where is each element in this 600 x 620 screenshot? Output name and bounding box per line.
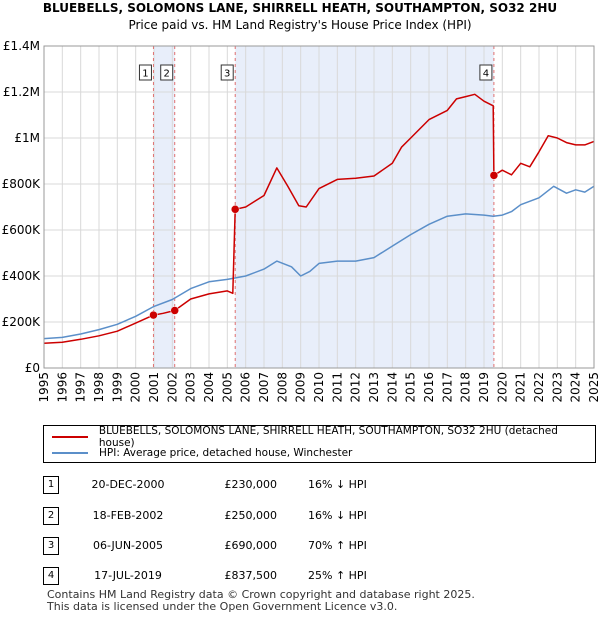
- shaded-range: [153, 46, 175, 368]
- sale-label: 1: [142, 69, 148, 80]
- x-tick-label: 2012: [349, 372, 363, 403]
- x-tick-label: 2016: [422, 372, 436, 403]
- sale-number: 1: [43, 476, 59, 494]
- x-tick-label: 2000: [129, 372, 143, 403]
- sale-label-box: [479, 64, 493, 81]
- y-tick-label: £800K: [2, 177, 42, 191]
- x-tick-label: 2003: [184, 372, 198, 403]
- x-tick-label: 2010: [312, 372, 326, 403]
- table-row: 2 18-FEB-2002 £250,000 16% ↓ HPI: [0, 507, 600, 527]
- x-tick-label: 2020: [495, 372, 509, 403]
- sale-hpi-diff: 25% ↑ HPI: [308, 569, 367, 582]
- sale-point: [170, 306, 179, 315]
- sale-date: 20-DEC-2000: [91, 478, 165, 491]
- sale-price: £230,000: [224, 478, 278, 491]
- legend-swatch-hpi: [52, 452, 88, 454]
- sale-number: 3: [43, 537, 59, 555]
- chart-subtitle: Price paid vs. HM Land Registry's House …: [128, 18, 472, 32]
- footer: Contains HM Land Registry data © Crown c…: [47, 589, 475, 613]
- x-tick-label: 2024: [569, 372, 583, 403]
- x-tick-label: 2014: [385, 372, 399, 403]
- sale-date: 17-JUL-2019: [94, 569, 162, 582]
- table-row: 1 20-DEC-2000 £230,000 16% ↓ HPI: [0, 476, 600, 496]
- shaded-range: [235, 46, 494, 368]
- sale-date: 06-JUN-2005: [92, 539, 164, 552]
- sale-number: 2: [43, 507, 59, 525]
- sale-price: £250,000: [224, 509, 278, 522]
- x-tick-label: 2004: [202, 372, 216, 403]
- table-row: 4 17-JUL-2019 £837,500 25% ↑ HPI: [0, 567, 600, 587]
- sale-label-box: [160, 64, 174, 81]
- x-tick-label: 2023: [550, 372, 564, 403]
- sale-date: 18-FEB-2002: [92, 509, 164, 522]
- legend-item-property: BLUEBELLS, SOLOMONS LANE, SHIRRELL HEATH…: [52, 425, 595, 449]
- x-tick-label: 2005: [220, 372, 234, 403]
- x-tick-label: 2008: [275, 372, 289, 403]
- legend-swatch-property: [52, 436, 88, 438]
- sale-hpi-diff: 16% ↓ HPI: [308, 509, 367, 522]
- y-tick-label: £0: [25, 361, 40, 375]
- legend-label-hpi: HPI: Average price, detached house, Winc…: [99, 447, 353, 459]
- x-tick-label: 1999: [110, 372, 124, 403]
- x-tick-label: 2019: [477, 372, 491, 403]
- x-tick-label: 2018: [459, 372, 473, 403]
- sale-point: [149, 310, 158, 320]
- series-line: [43, 93, 595, 344]
- price-chart: 1 2 3 4 £0 £200K £400K £600K £800K £1M £1.2M £1.4M 1…: [2, 39, 600, 403]
- y-tick-label: £1M: [14, 131, 40, 145]
- y-tick-label: £600K: [2, 223, 42, 237]
- series-line: [43, 185, 595, 340]
- sale-point: [230, 205, 240, 214]
- x-tick-label: 1995: [37, 372, 51, 403]
- x-tick-label: 2006: [239, 372, 253, 403]
- sale-label: 2: [164, 69, 170, 80]
- sale-hpi-diff: 70% ↑ HPI: [308, 539, 367, 552]
- sale-price: £837,500: [224, 569, 278, 582]
- x-tick-label: 2015: [404, 372, 418, 403]
- sale-label: 3: [224, 69, 230, 80]
- sale-point: [489, 171, 499, 180]
- sale-label-box: [220, 64, 234, 81]
- x-tick-label: 2013: [367, 372, 381, 403]
- x-tick-label: 1996: [55, 372, 69, 403]
- chart-title: BLUEBELLS, SOLOMONS LANE, SHIRRELL HEATH…: [42, 1, 558, 15]
- x-tick-label: 2011: [330, 372, 344, 403]
- sale-label-box: [138, 64, 152, 81]
- x-tick-label: 2009: [294, 372, 308, 403]
- y-tick-label: £400K: [2, 269, 42, 283]
- sale-label: 4: [483, 69, 489, 80]
- x-tick-label: 2002: [165, 372, 179, 403]
- y-tick-label: £1.2M: [3, 85, 40, 99]
- x-tick-label: 2021: [514, 372, 528, 403]
- legend: BLUEBELLS, SOLOMONS LANE, SHIRRELL HEATH…: [43, 425, 596, 463]
- x-tick-label: 1998: [92, 372, 106, 403]
- plot-border: [43, 45, 595, 369]
- sale-number: 4: [43, 567, 59, 585]
- sale-price: £690,000: [224, 539, 278, 552]
- table-row: 3 06-JUN-2005 £690,000 70% ↑ HPI: [0, 537, 600, 557]
- footer-copyright: Contains HM Land Registry data © Crown c…: [47, 588, 475, 601]
- legend-label-property: BLUEBELLS, SOLOMONS LANE, SHIRRELL HEATH…: [98, 425, 558, 449]
- x-tick-label: 2017: [440, 372, 454, 403]
- x-tick-label: 2007: [257, 372, 271, 403]
- x-tick-label: 2025: [587, 372, 600, 403]
- footer-licence: This data is licensed under the Open Gov…: [47, 600, 398, 613]
- y-tick-label: £200K: [2, 315, 42, 329]
- x-tick-label: 2022: [532, 372, 546, 403]
- sale-hpi-diff: 16% ↓ HPI: [308, 478, 367, 491]
- y-tick-label: £1.4M: [3, 39, 40, 53]
- legend-item-hpi: HPI: Average price, detached house, Winc…: [52, 445, 352, 461]
- x-tick-label: 2001: [147, 372, 161, 403]
- x-tick-label: 1997: [74, 372, 88, 403]
